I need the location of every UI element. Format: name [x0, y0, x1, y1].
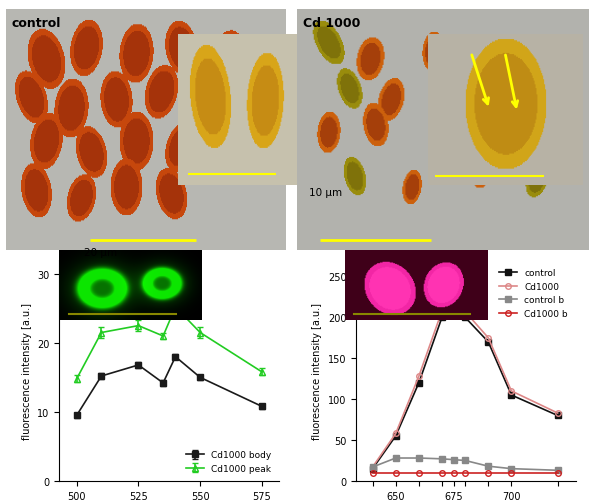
Legend: control, Cd1000, control b, Cd1000 b: control, Cd1000, control b, Cd1000 b — [495, 265, 571, 322]
Y-axis label: fluorescence intensity [a.u.]: fluorescence intensity [a.u.] — [312, 303, 323, 439]
control — [485, 339, 492, 345]
control b — [485, 463, 492, 469]
Cd1000 b — [392, 470, 399, 476]
control b — [554, 467, 561, 473]
Cd1000 b — [415, 470, 422, 476]
Cd1000 b — [462, 470, 469, 476]
Cd1000 — [485, 335, 492, 341]
control b — [438, 456, 446, 462]
control — [438, 315, 446, 321]
Text: Cd 1000: Cd 1000 — [303, 17, 360, 30]
Cd1000 — [438, 308, 446, 314]
Line: Cd1000 b: Cd1000 b — [370, 470, 561, 475]
control — [554, 413, 561, 419]
control — [462, 315, 469, 321]
Line: Cd1000: Cd1000 — [370, 299, 561, 470]
Text: 10 μm: 10 μm — [309, 188, 342, 198]
Cd1000 b — [450, 470, 457, 476]
Cd1000 — [392, 430, 399, 436]
Text: 20 μm: 20 μm — [84, 248, 118, 258]
control — [415, 380, 422, 386]
Cd1000 b — [508, 470, 515, 476]
Cd1000 b — [554, 470, 561, 476]
Line: control: control — [370, 303, 561, 471]
control — [392, 433, 399, 439]
Line: control b: control b — [370, 455, 561, 473]
Y-axis label: fluorescence intensity [a.u.]: fluorescence intensity [a.u.] — [22, 303, 31, 439]
control b — [415, 455, 422, 461]
Text: control: control — [11, 17, 61, 30]
Cd1000 — [369, 464, 376, 470]
Cd1000 — [462, 309, 469, 315]
control b — [508, 466, 515, 472]
Cd1000 — [415, 373, 422, 379]
Cd1000 — [554, 410, 561, 416]
Legend: Cd1000 body, Cd1000 peak: Cd1000 body, Cd1000 peak — [182, 447, 274, 476]
control — [508, 392, 515, 398]
Cd1000 b — [485, 470, 492, 476]
control b — [392, 455, 399, 461]
Cd1000 b — [369, 470, 376, 476]
control — [369, 466, 376, 472]
control b — [462, 457, 469, 463]
Cd1000 — [450, 298, 457, 304]
control b — [369, 464, 376, 470]
control — [450, 303, 457, 309]
Cd1000 — [508, 388, 515, 394]
Cd1000 b — [438, 470, 446, 476]
control b — [450, 457, 457, 463]
